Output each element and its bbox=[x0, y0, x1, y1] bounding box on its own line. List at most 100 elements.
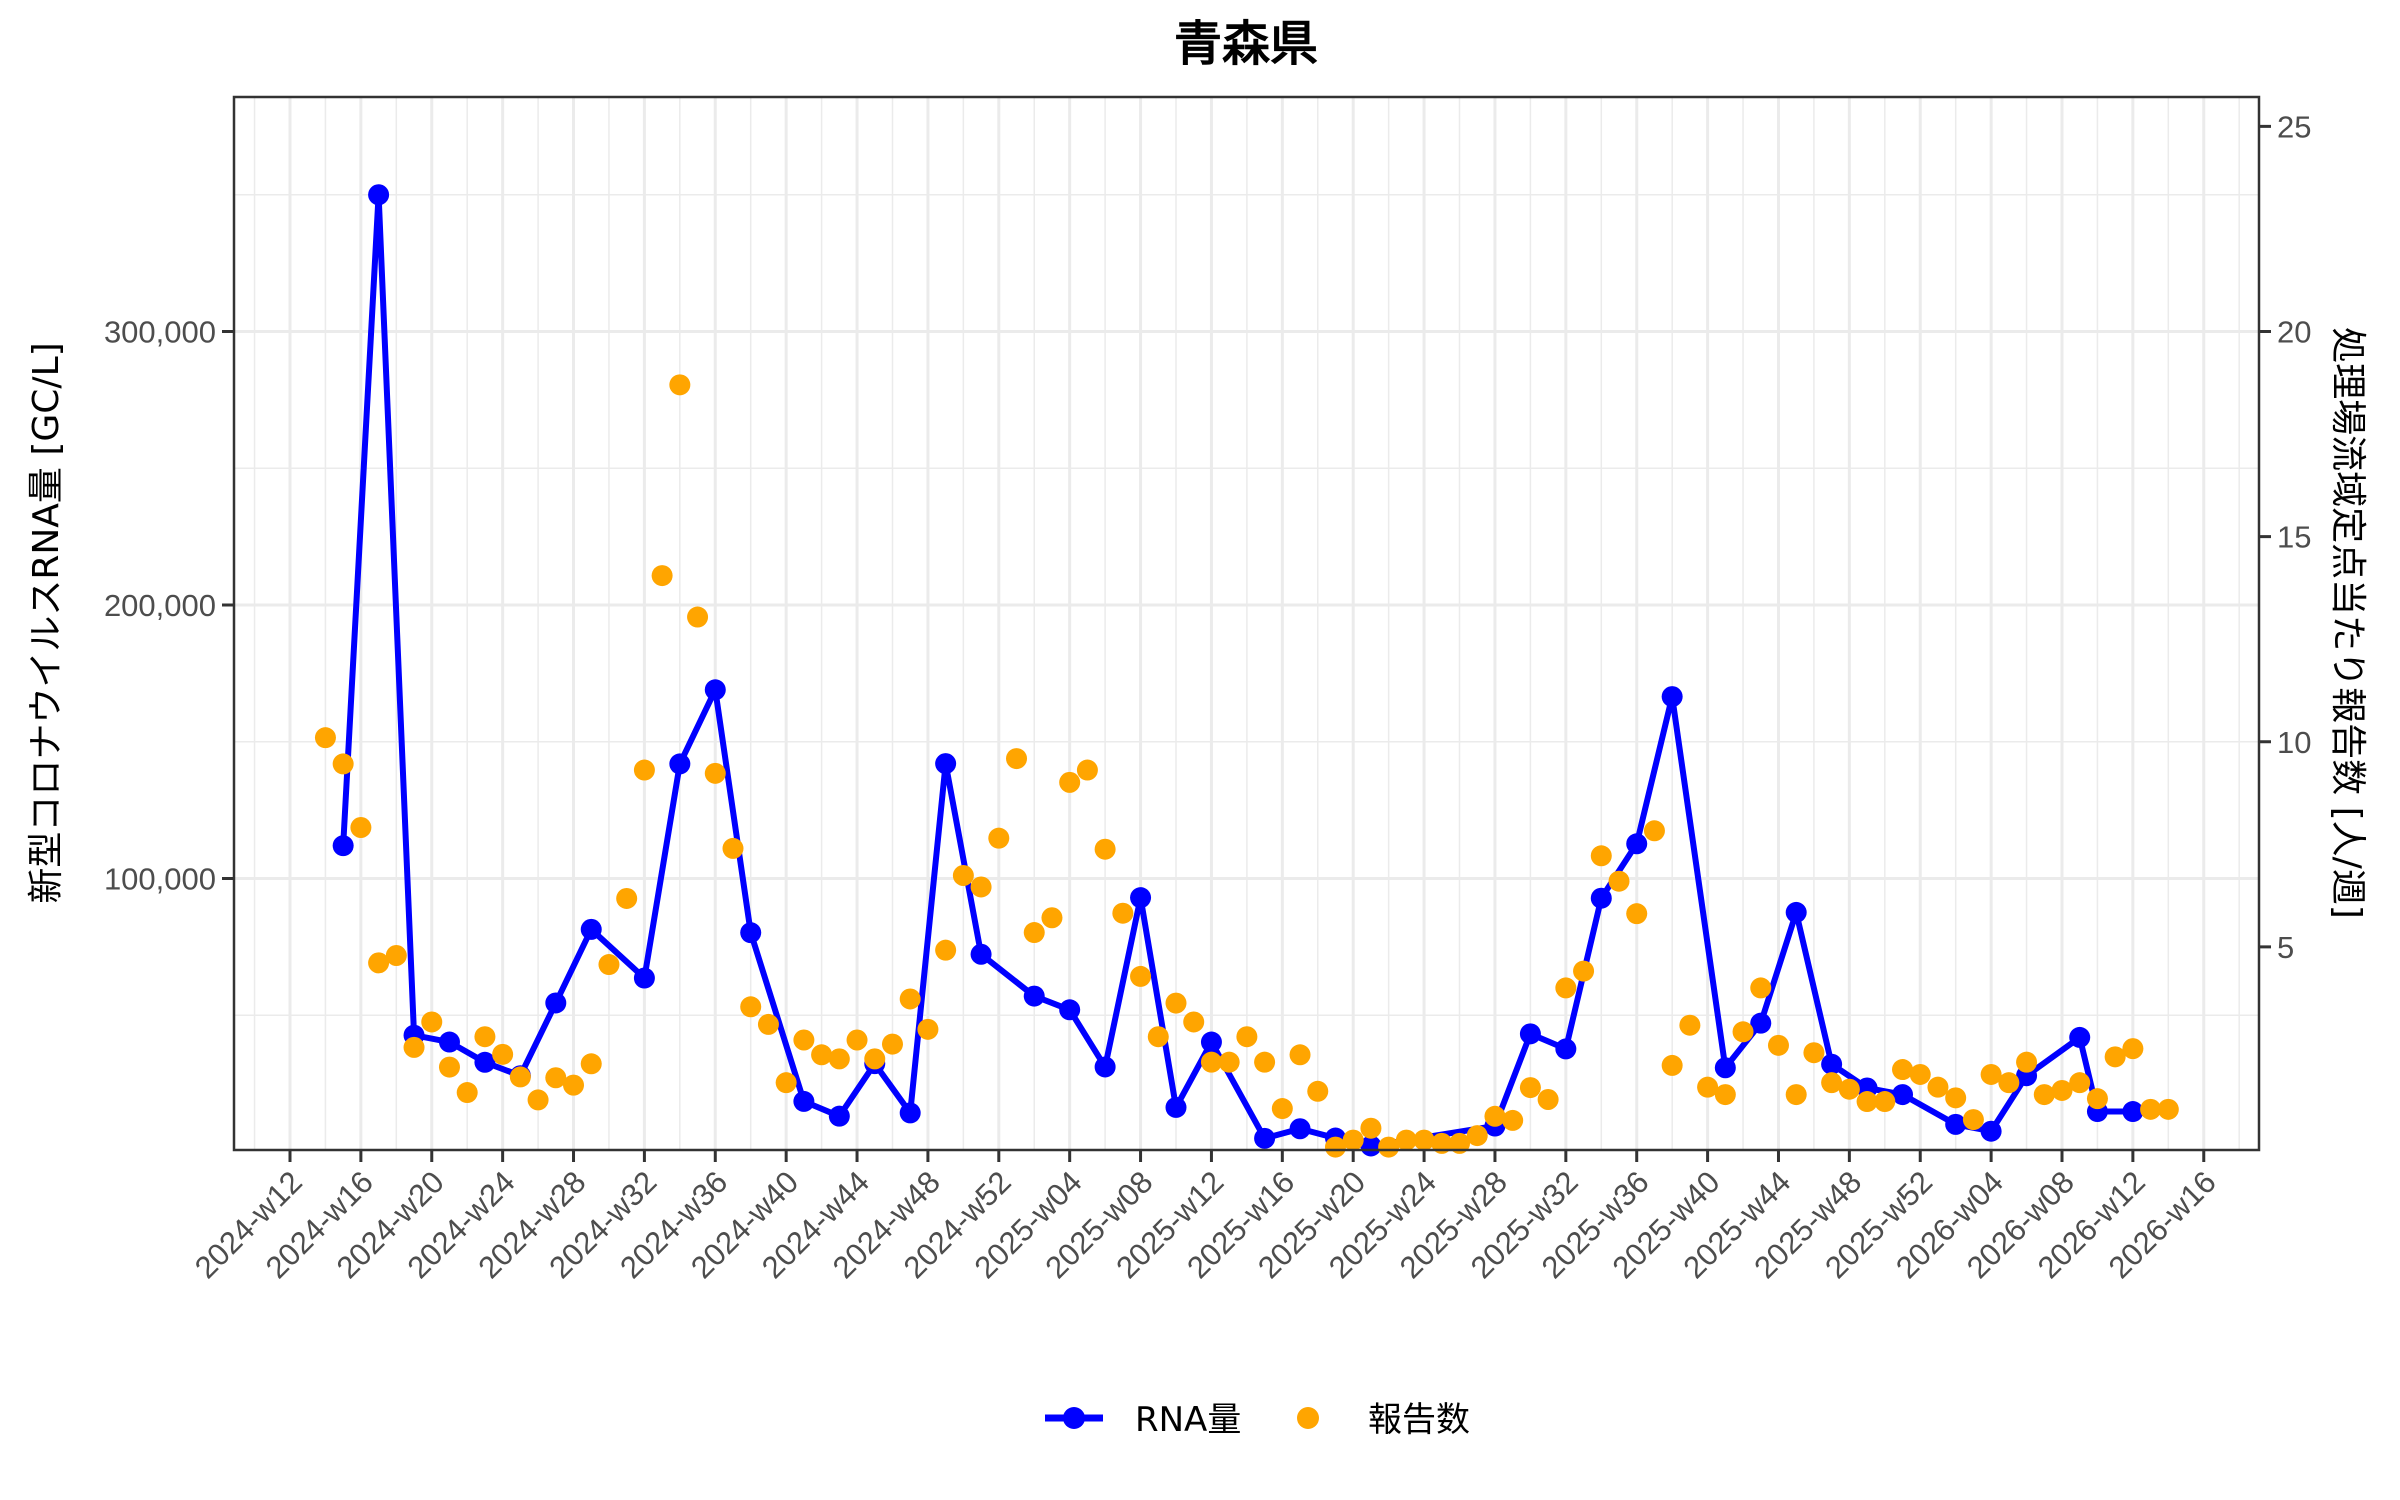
report-point bbox=[1573, 960, 1595, 982]
report-point bbox=[1697, 1076, 1719, 1098]
report-point bbox=[1307, 1080, 1329, 1102]
report-point bbox=[1821, 1072, 1843, 1094]
report-point bbox=[775, 1072, 797, 1094]
y-right-tick-label: 5 bbox=[2277, 930, 2294, 965]
rna-point bbox=[1130, 887, 1152, 909]
y-left-tick-label: 300,000 bbox=[104, 315, 216, 350]
y-left-tick-label: 200,000 bbox=[104, 588, 216, 623]
report-point bbox=[740, 996, 762, 1018]
report-point bbox=[952, 864, 974, 886]
report-point bbox=[1271, 1098, 1293, 1120]
rna-point bbox=[1519, 1023, 1541, 1045]
report-point bbox=[846, 1029, 868, 1051]
rna-point bbox=[740, 922, 762, 944]
report-point bbox=[474, 1026, 496, 1048]
report-point bbox=[1059, 771, 1081, 793]
legend-item-rna: RNA量 bbox=[1045, 1400, 1241, 1440]
rna-point bbox=[1892, 1084, 1914, 1106]
legend-reports-label: 報告数 bbox=[1368, 1400, 1470, 1440]
report-point bbox=[1856, 1091, 1878, 1113]
rna-point bbox=[474, 1051, 496, 1073]
report-point bbox=[1838, 1078, 1860, 1100]
rna-point bbox=[793, 1090, 815, 1112]
rna-point bbox=[899, 1102, 921, 1124]
report-point bbox=[1254, 1051, 1276, 1073]
report-point bbox=[1962, 1109, 1984, 1131]
report-point bbox=[492, 1043, 514, 1065]
chart-title: 青森県 bbox=[1174, 16, 1318, 72]
report-point bbox=[687, 606, 709, 628]
y-axis-left-title: 新型コロナウイルスRNA量 [GC/L] bbox=[26, 342, 67, 903]
report-point bbox=[580, 1053, 602, 1075]
report-point bbox=[1945, 1087, 1967, 1109]
legend: RNA量 報告数 bbox=[1045, 1400, 1470, 1440]
report-point bbox=[757, 1013, 779, 1035]
report-point bbox=[1342, 1129, 1364, 1151]
report-point bbox=[1555, 977, 1577, 999]
legend-reports-dot-icon bbox=[1297, 1407, 1319, 1429]
plot-border bbox=[232, 95, 2261, 1152]
rna-point bbox=[704, 679, 726, 701]
report-point bbox=[1785, 1084, 1807, 1106]
rna-point bbox=[580, 918, 602, 940]
report-point bbox=[2016, 1051, 2038, 1073]
report-point bbox=[2033, 1084, 2055, 1106]
report-point bbox=[2051, 1079, 2073, 1101]
report-point bbox=[350, 816, 372, 838]
report-point bbox=[1519, 1077, 1541, 1099]
report-point bbox=[2086, 1088, 2108, 1110]
report-point bbox=[899, 988, 921, 1010]
report-point bbox=[314, 727, 336, 749]
report-point bbox=[527, 1089, 549, 1111]
report-point bbox=[1006, 748, 1028, 770]
report-point bbox=[1502, 1109, 1524, 1131]
y-right-tick-label: 25 bbox=[2277, 109, 2311, 144]
legend-rna-dot-icon bbox=[1063, 1407, 1085, 1429]
report-point bbox=[1023, 922, 1045, 944]
y-right-tick-label: 15 bbox=[2277, 520, 2311, 555]
report-point bbox=[2140, 1098, 2162, 1120]
report-point bbox=[1466, 1125, 1488, 1147]
report-point bbox=[1927, 1076, 1949, 1098]
rna-point bbox=[1555, 1038, 1577, 1060]
report-point bbox=[1094, 838, 1116, 860]
report-point bbox=[509, 1066, 531, 1088]
legend-item-reports: 報告数 bbox=[1297, 1400, 1470, 1440]
rna-point bbox=[669, 753, 691, 775]
report-point bbox=[1183, 1011, 1205, 1033]
report-point bbox=[1324, 1136, 1346, 1158]
report-point bbox=[1626, 903, 1648, 925]
report-point bbox=[1218, 1051, 1240, 1073]
report-point bbox=[1413, 1129, 1435, 1151]
report-point bbox=[1236, 1026, 1258, 1048]
report-point bbox=[616, 887, 638, 909]
grid-lines bbox=[234, 97, 2259, 1150]
rna-point bbox=[1023, 985, 1045, 1007]
rna-point bbox=[970, 943, 992, 965]
rna-point bbox=[1289, 1118, 1311, 1140]
rna-line bbox=[340, 191, 2133, 1149]
y-left-tick-label: 100,000 bbox=[104, 862, 216, 897]
report-point bbox=[1679, 1014, 1701, 1036]
x-axis: 2024-w122024-w162024-w202024-w242024-w28… bbox=[188, 1150, 2223, 1285]
rna-point bbox=[438, 1031, 460, 1053]
legend-rna-label: RNA量 bbox=[1135, 1400, 1241, 1440]
report-point bbox=[1909, 1063, 1931, 1085]
rna-point bbox=[545, 992, 567, 1014]
rna-point bbox=[1200, 1031, 1222, 1053]
rna-point bbox=[1980, 1120, 2002, 1142]
report-point bbox=[1200, 1051, 1222, 1073]
report-point bbox=[2157, 1098, 2179, 1120]
rna-point bbox=[828, 1105, 850, 1127]
report-point bbox=[864, 1048, 886, 1070]
report-point bbox=[1767, 1034, 1789, 1056]
report-point bbox=[704, 762, 726, 784]
report-point bbox=[1537, 1088, 1559, 1110]
report-point bbox=[1449, 1132, 1471, 1154]
report-point bbox=[545, 1067, 567, 1089]
report-point bbox=[1803, 1042, 1825, 1064]
report-point bbox=[403, 1036, 425, 1058]
rna-point bbox=[1059, 999, 1081, 1021]
report-point bbox=[1076, 759, 1098, 781]
